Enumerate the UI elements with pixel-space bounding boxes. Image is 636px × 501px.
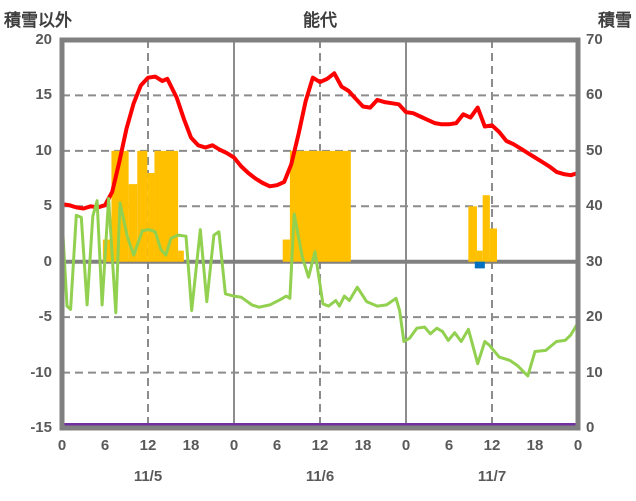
right-axis-tick-40: 40 bbox=[586, 197, 603, 215]
right-axis-tick-30: 30 bbox=[586, 252, 603, 270]
orange-bars-12 bbox=[489, 228, 498, 262]
right-axis-tick-0: 0 bbox=[586, 419, 595, 436]
orange-bars-11 bbox=[482, 195, 490, 262]
right-axis-tick-10: 10 bbox=[586, 363, 603, 381]
blue-bar-0 bbox=[474, 261, 485, 269]
left-axis-tick--15: -15 bbox=[30, 419, 52, 436]
orange-bars-6 bbox=[178, 250, 184, 262]
left-axis-tick-20: 20 bbox=[35, 31, 52, 48]
x-axis-tick-4: 0 bbox=[229, 437, 239, 454]
x-axis-tick-2: 12 bbox=[139, 437, 157, 454]
orange-bars-10 bbox=[476, 250, 483, 262]
date-label-11/7: 11/7 bbox=[477, 468, 507, 485]
orange-bars-5 bbox=[154, 150, 179, 262]
right-axis-title: 積雪 bbox=[598, 11, 632, 30]
date-label-11/6: 11/6 bbox=[305, 468, 335, 485]
left-axis-title: 積雪以外 bbox=[4, 11, 72, 30]
x-axis-tick-7: 18 bbox=[354, 437, 372, 454]
chart-title: 能代 bbox=[303, 11, 337, 30]
left-axis-tick-10: 10 bbox=[35, 141, 52, 159]
orange-bars-9 bbox=[468, 206, 477, 262]
plot-border bbox=[59, 37, 581, 431]
left-axis-tick-0: 0 bbox=[43, 252, 52, 270]
x-axis-tick-10: 12 bbox=[483, 437, 501, 454]
x-axis-tick-12: 0 bbox=[573, 437, 583, 454]
x-axis-tick-5: 6 bbox=[272, 437, 282, 454]
left-axis-tick--10: -10 bbox=[30, 363, 52, 381]
orange-bars-3 bbox=[137, 150, 148, 262]
date-label-11/5: 11/5 bbox=[133, 468, 163, 485]
x-axis-tick-11: 18 bbox=[526, 437, 544, 454]
x-axis-tick-1: 6 bbox=[100, 437, 110, 454]
orange-bars-4 bbox=[147, 173, 155, 262]
orange-bars-2 bbox=[128, 184, 138, 262]
orange-bars-7 bbox=[282, 239, 290, 262]
orange-bars-0 bbox=[102, 239, 112, 262]
right-axis-tick-50: 50 bbox=[586, 141, 603, 159]
right-axis-tick-20: 20 bbox=[586, 308, 603, 326]
left-axis-tick-5: 5 bbox=[43, 197, 52, 215]
left-axis-tick--5: -5 bbox=[38, 308, 52, 326]
left-axis-tick-15: 15 bbox=[35, 86, 52, 104]
x-axis-tick-3: 18 bbox=[182, 437, 200, 454]
green-line bbox=[60, 197, 580, 378]
x-axis-tick-0: 0 bbox=[57, 437, 67, 454]
right-axis-tick-70: 70 bbox=[586, 31, 603, 48]
x-axis-tick-9: 6 bbox=[444, 437, 454, 454]
right-axis-tick-60: 60 bbox=[586, 86, 603, 104]
red-line bbox=[60, 71, 580, 211]
x-axis-tick-6: 12 bbox=[311, 437, 329, 454]
x-axis-tick-8: 0 bbox=[401, 437, 411, 454]
